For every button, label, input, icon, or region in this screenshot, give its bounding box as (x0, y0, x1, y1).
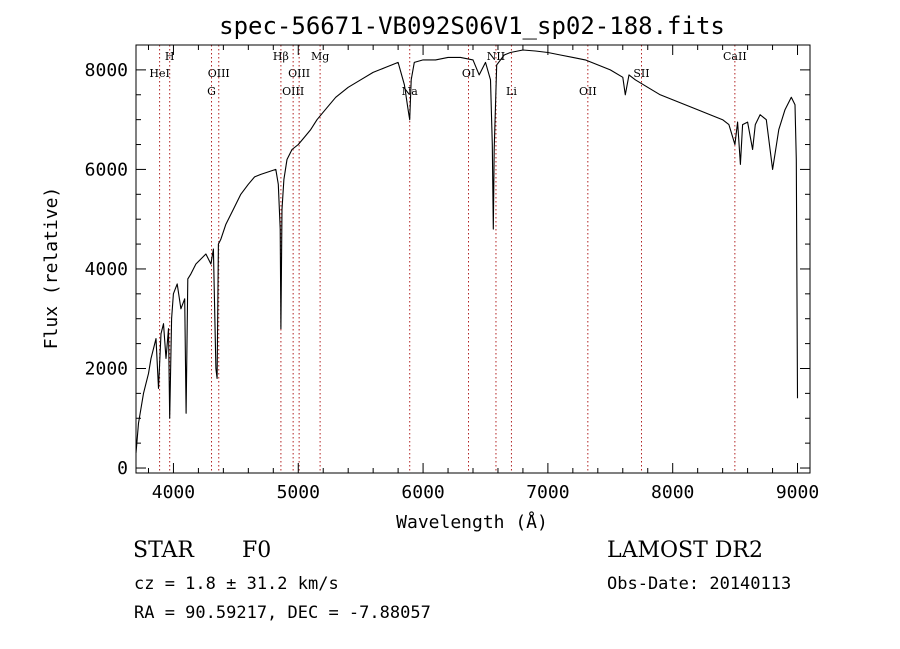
chart-title: spec-56671-VB092S06V1_sp02-188.fits (219, 12, 725, 40)
marker-label: Li (506, 85, 517, 98)
x-tick-label: 7000 (526, 482, 569, 503)
marker-label: OIII (282, 85, 304, 98)
subclass-label: F0 (242, 538, 272, 563)
marker-label: OII (579, 85, 597, 98)
marker-label: Na (402, 85, 419, 98)
plot-axes: 4000 5000 6000 7000 8000 9000 0 2000 4000 6000 800… (85, 44, 819, 503)
marker-label: SII (633, 67, 649, 80)
marker-label: G (207, 85, 216, 98)
marker-label: OI (462, 67, 475, 80)
y-tick-label: 0 (117, 458, 128, 479)
x-tick-label: 6000 (401, 482, 444, 503)
y-tick-label: 2000 (85, 358, 128, 379)
coordinates-text: RA = 90.59217, DEC = -7.88057 (134, 603, 431, 623)
spectrum-line (135, 49, 799, 454)
spectrum-series (135, 49, 799, 454)
marker-label: OIII (288, 67, 310, 80)
x-tick-label: 5000 (277, 482, 320, 503)
marker-label: H (165, 50, 175, 63)
object-class-label: STAR (133, 538, 194, 563)
redshift-velocity-text: cz = 1.8 ± 31.2 km/s (134, 574, 339, 594)
marker-label: CaII (723, 50, 747, 63)
survey-label: LAMOST DR2 (607, 538, 763, 563)
y-tick-label: 6000 (85, 159, 128, 180)
marker-label: Hβ (273, 50, 289, 63)
x-tick-label: 8000 (651, 482, 694, 503)
y-axis-label: Flux (relative) (41, 187, 62, 350)
y-tick-label: 4000 (85, 259, 128, 280)
marker-label: OIII (208, 67, 230, 80)
y-tick-label: 8000 (85, 60, 128, 81)
x-axis-label: Wavelength (Å) (396, 511, 548, 533)
plot-frame (135, 44, 811, 474)
x-tick-label: 9000 (776, 482, 819, 503)
x-tick-label: 4000 (152, 482, 195, 503)
observation-date-text: Obs-Date: 20140113 (607, 574, 792, 594)
marker-label: Mg (311, 50, 329, 63)
marker-label: HeI (149, 67, 169, 80)
